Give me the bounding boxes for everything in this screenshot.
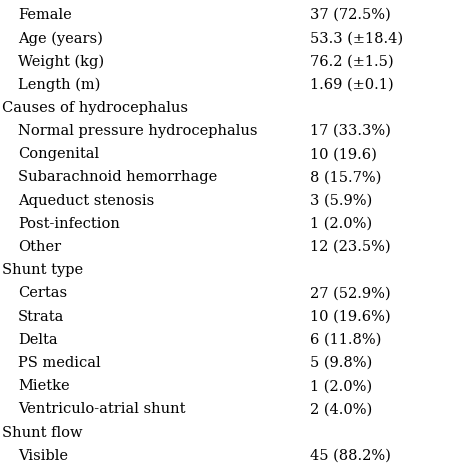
- Text: 27 (52.9%): 27 (52.9%): [310, 286, 391, 301]
- Text: 1.69 (±0.1): 1.69 (±0.1): [310, 78, 393, 91]
- Text: 10 (19.6): 10 (19.6): [310, 147, 377, 161]
- Text: PS medical: PS medical: [18, 356, 100, 370]
- Text: Causes of hydrocephalus: Causes of hydrocephalus: [2, 101, 188, 115]
- Text: Weight (kg): Weight (kg): [18, 55, 104, 69]
- Text: Shunt flow: Shunt flow: [2, 426, 82, 439]
- Text: Certas: Certas: [18, 286, 67, 301]
- Text: Aqueduct stenosis: Aqueduct stenosis: [18, 193, 154, 208]
- Text: 10 (19.6%): 10 (19.6%): [310, 310, 391, 324]
- Text: 3 (5.9%): 3 (5.9%): [310, 193, 372, 208]
- Text: Congenital: Congenital: [18, 147, 99, 161]
- Text: 12 (23.5%): 12 (23.5%): [310, 240, 391, 254]
- Text: Mietke: Mietke: [18, 379, 70, 393]
- Text: Normal pressure hydrocephalus: Normal pressure hydrocephalus: [18, 124, 257, 138]
- Text: Shunt type: Shunt type: [2, 263, 83, 277]
- Text: Subarachnoid hemorrhage: Subarachnoid hemorrhage: [18, 170, 217, 184]
- Text: 17 (33.3%): 17 (33.3%): [310, 124, 391, 138]
- Text: Length (m): Length (m): [18, 78, 100, 92]
- Text: 37 (72.5%): 37 (72.5%): [310, 8, 391, 22]
- Text: Age (years): Age (years): [18, 31, 103, 46]
- Text: 6 (11.8%): 6 (11.8%): [310, 333, 382, 347]
- Text: Post-infection: Post-infection: [18, 217, 120, 231]
- Text: Strata: Strata: [18, 310, 64, 324]
- Text: Female: Female: [18, 8, 72, 22]
- Text: Ventriculo-atrial shunt: Ventriculo-atrial shunt: [18, 402, 185, 416]
- Text: Other: Other: [18, 240, 61, 254]
- Text: Visible: Visible: [18, 449, 68, 463]
- Text: 8 (15.7%): 8 (15.7%): [310, 170, 382, 184]
- Text: 1 (2.0%): 1 (2.0%): [310, 217, 372, 231]
- Text: 1 (2.0%): 1 (2.0%): [310, 379, 372, 393]
- Text: 2 (4.0%): 2 (4.0%): [310, 402, 372, 416]
- Text: 76.2 (±1.5): 76.2 (±1.5): [310, 55, 393, 68]
- Text: 53.3 (±18.4): 53.3 (±18.4): [310, 31, 403, 45]
- Text: 5 (9.8%): 5 (9.8%): [310, 356, 372, 370]
- Text: 45 (88.2%): 45 (88.2%): [310, 449, 391, 463]
- Text: Delta: Delta: [18, 333, 58, 347]
